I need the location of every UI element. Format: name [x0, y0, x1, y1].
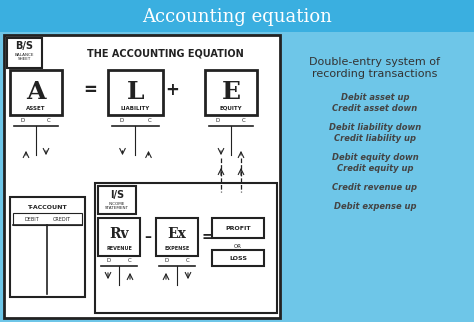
Text: LOSS: LOSS	[229, 255, 247, 260]
Text: +: +	[165, 81, 179, 99]
Text: PROFIT: PROFIT	[225, 225, 251, 231]
Text: DEBIT: DEBIT	[25, 216, 39, 222]
Text: Rv: Rv	[109, 227, 129, 241]
Text: REVENUE: REVENUE	[106, 245, 132, 251]
Text: OR: OR	[234, 243, 242, 249]
Text: Double-entry system of: Double-entry system of	[310, 57, 440, 67]
Text: ASSET: ASSET	[26, 106, 46, 110]
Text: LIABILITY: LIABILITY	[121, 106, 150, 110]
Bar	[10, 197, 85, 297]
Bar	[0, 0, 474, 32]
Bar	[108, 70, 163, 115]
Text: D: D	[164, 258, 169, 262]
Text: C: C	[47, 118, 51, 122]
Text: Debit expense up: Debit expense up	[334, 202, 416, 211]
Bar	[205, 70, 257, 115]
Text: INCOME
STATEMENT: INCOME STATEMENT	[105, 202, 129, 210]
Text: CREDIT: CREDIT	[53, 216, 71, 222]
Bar	[95, 183, 277, 313]
Text: Credit equity up: Credit equity up	[337, 164, 413, 173]
Text: T-ACCOUNT: T-ACCOUNT	[27, 204, 67, 210]
Text: Credit revenue up: Credit revenue up	[332, 183, 418, 192]
Bar	[156, 218, 198, 256]
Text: C: C	[147, 118, 151, 122]
Bar	[13, 213, 82, 225]
Bar	[98, 186, 136, 214]
Bar	[212, 250, 264, 266]
Text: –: –	[145, 230, 152, 244]
Text: D: D	[119, 118, 124, 122]
Text: THE ACCOUNTING EQUATION: THE ACCOUNTING EQUATION	[87, 48, 243, 58]
Text: =: =	[201, 230, 213, 244]
Text: EXPENSE: EXPENSE	[164, 245, 190, 251]
Text: C: C	[242, 118, 246, 122]
Text: A: A	[26, 80, 46, 104]
Text: Credit liability up: Credit liability up	[334, 134, 416, 143]
Text: D: D	[106, 258, 110, 262]
Text: C: C	[128, 258, 131, 262]
Text: E: E	[221, 80, 240, 104]
Bar	[98, 218, 140, 256]
Text: recording transactions: recording transactions	[312, 69, 438, 79]
Text: Ex: Ex	[168, 227, 186, 241]
Text: C: C	[186, 258, 190, 262]
Text: Accounting equation: Accounting equation	[142, 8, 332, 26]
Bar	[212, 218, 264, 238]
Text: D: D	[216, 118, 220, 122]
Text: Debit liability down: Debit liability down	[329, 122, 421, 131]
Text: B/S: B/S	[15, 41, 33, 51]
Text: Debit equity down: Debit equity down	[332, 153, 419, 162]
Bar	[7, 38, 42, 68]
Bar	[10, 70, 62, 115]
Text: D: D	[21, 118, 25, 122]
Bar	[4, 35, 280, 318]
Text: I/S: I/S	[110, 190, 124, 200]
Text: Credit asset down: Credit asset down	[332, 103, 418, 112]
Text: BALANCE
SHEET: BALANCE SHEET	[14, 53, 34, 61]
Text: Debit asset up: Debit asset up	[341, 92, 409, 101]
Text: L: L	[127, 80, 144, 104]
Text: =: =	[83, 81, 97, 99]
Text: EQUITY: EQUITY	[219, 106, 242, 110]
